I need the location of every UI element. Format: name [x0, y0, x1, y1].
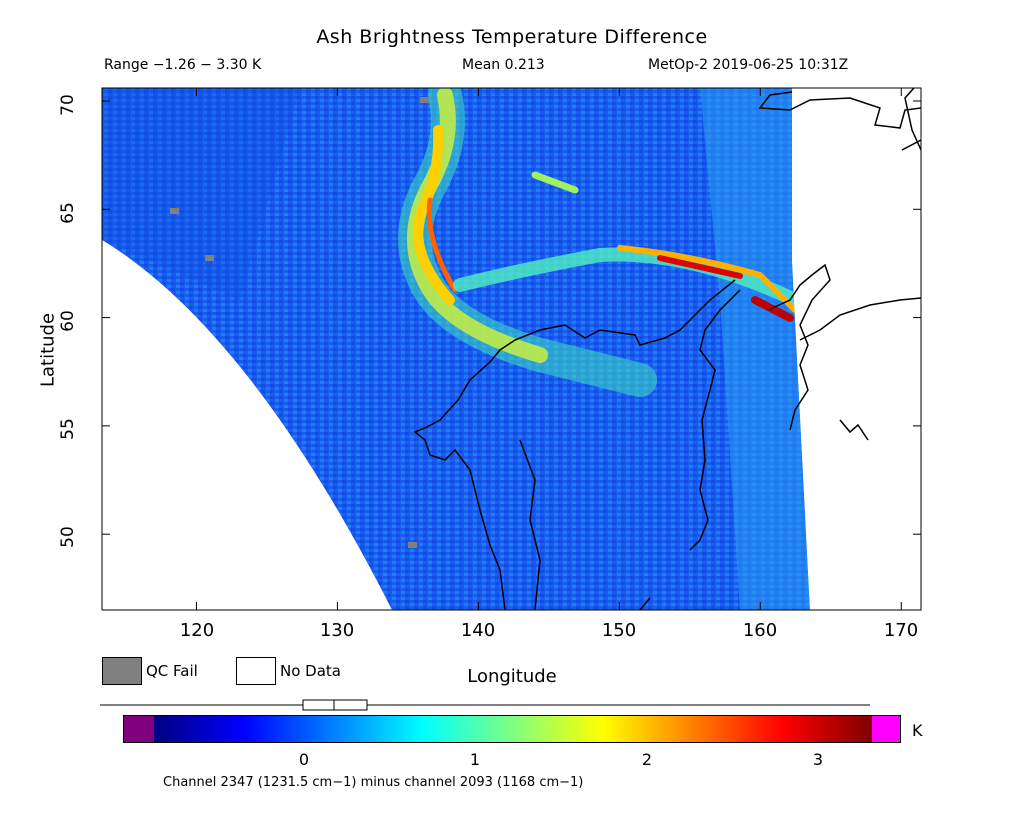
satellite-time-text: MetOp-2 2019-06-25 10:31Z [648, 57, 849, 73]
colorbar-tick-label: 0 [298, 750, 310, 769]
colorbar-tick-label: 3 [812, 750, 824, 769]
y-axis-label: Latitude [37, 312, 59, 388]
lon-tick-label: 140 [460, 620, 496, 641]
channel-note: Channel 2347 (1231.5 cm−1) minus channel… [163, 775, 584, 790]
qc-fail-pixels [170, 97, 429, 548]
lon-tick-label: 160 [742, 620, 778, 641]
colorbar-over [872, 716, 900, 742]
lon-tick-label: 120 [179, 620, 215, 641]
colorbar-gradient [154, 716, 872, 742]
lat-tick-label: 50 [58, 526, 78, 548]
lat-tick-label: 70 [58, 94, 78, 116]
qc-fail-label: QC Fail [146, 662, 198, 680]
no-data-label: No Data [280, 662, 341, 680]
coastlines [413, 88, 921, 610]
map-frame [101, 87, 922, 611]
colorbar-tick-label: 2 [641, 750, 653, 769]
ash-plume [398, 88, 802, 397]
qc-fail-swatch [102, 657, 142, 685]
lat-tick-label: 65 [58, 202, 78, 224]
range-text: Range −1.26 − 3.30 K [104, 57, 262, 73]
colorbar-unit: K [912, 721, 923, 740]
colorbar-tick-label: 1 [469, 750, 481, 769]
no-data-swatch [236, 657, 276, 685]
colorbar-under [124, 716, 154, 742]
colorbar [123, 715, 901, 743]
mean-text: Mean 0.213 [462, 57, 545, 73]
colorbar-boxplot [100, 699, 870, 711]
lat-tick-label: 55 [58, 418, 78, 440]
no-data-region [102, 240, 392, 610]
lon-tick-label: 130 [319, 620, 355, 641]
lon-tick-label: 170 [883, 620, 919, 641]
chart-title: Ash Brightness Temperature Difference [316, 26, 708, 48]
x-axis-label: Longitude [467, 666, 557, 687]
lat-tick-label: 60 [58, 310, 78, 332]
lon-tick-label: 150 [601, 620, 637, 641]
